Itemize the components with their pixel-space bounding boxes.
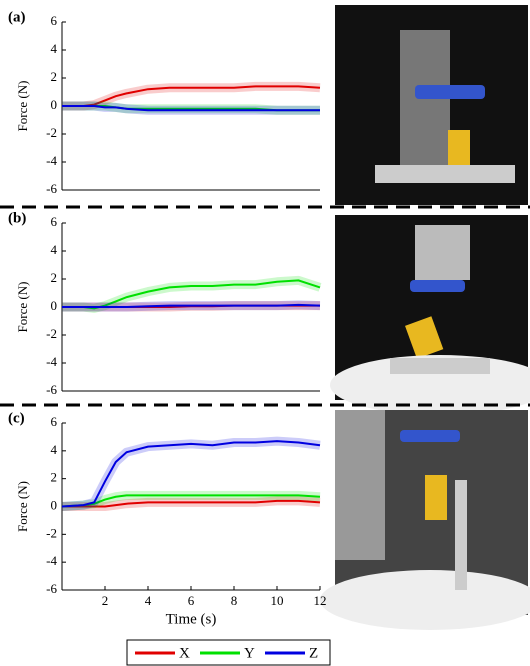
series-line [61, 440, 321, 508]
gripper-pad [400, 430, 460, 442]
robot-arm [415, 225, 470, 280]
y-tick-label: -2 [46, 125, 57, 140]
y-tick-label: 0 [51, 298, 58, 313]
x-tick-label: 2 [102, 593, 109, 608]
panel-label: (a) [8, 9, 26, 25]
y-axis-label: Force (N) [15, 81, 30, 132]
gripper-pad [410, 280, 465, 292]
table [320, 570, 530, 630]
y-tick-label: -6 [46, 382, 57, 397]
series-line [62, 303, 321, 308]
rail [455, 480, 467, 590]
object [448, 130, 470, 165]
series-line [62, 105, 320, 112]
x-tick-label: 6 [188, 593, 195, 608]
y-tick-label: 4 [51, 442, 58, 457]
legend-label: Y [244, 645, 255, 661]
legend-label: X [179, 645, 190, 661]
y-tick-label: -2 [46, 525, 57, 540]
robot-arm [335, 410, 385, 560]
y-tick-label: 0 [51, 497, 58, 512]
photos [320, 5, 530, 630]
series-line [61, 494, 321, 508]
y-tick-label: 6 [51, 214, 58, 229]
x-axis-label: Time (s) [166, 611, 217, 627]
x-tick-label: 4 [145, 593, 152, 608]
y-tick-label: 2 [51, 69, 58, 84]
x-tick-label: 12 [314, 593, 327, 608]
y-tick-label: -6 [46, 181, 57, 196]
robot-arm [400, 30, 450, 170]
rail [390, 358, 490, 374]
y-axis-label: Force (N) [15, 481, 30, 532]
object [425, 475, 447, 520]
y-axis-label: Force (N) [15, 282, 30, 333]
legend-label: Z [309, 645, 318, 661]
y-tick-label: -6 [46, 581, 57, 596]
y-tick-label: -4 [46, 553, 57, 568]
y-tick-label: 6 [51, 414, 58, 429]
panel-label: (c) [8, 410, 25, 426]
y-tick-label: 0 [51, 97, 58, 112]
y-tick-label: -2 [46, 326, 57, 341]
rail [375, 165, 515, 183]
y-tick-label: 6 [51, 13, 58, 28]
y-tick-label: -4 [46, 354, 57, 369]
panel-label: (b) [8, 210, 26, 226]
y-tick-label: 4 [51, 41, 58, 56]
x-tick-label: 8 [231, 593, 238, 608]
y-tick-label: 4 [51, 242, 58, 257]
y-tick-label: 2 [51, 270, 58, 285]
series-line [62, 499, 321, 508]
series-line [62, 85, 321, 107]
gripper-pad [415, 85, 485, 99]
x-tick-label: 10 [271, 593, 284, 608]
y-tick-label: 2 [51, 470, 58, 485]
object [405, 316, 444, 359]
y-tick-label: -4 [46, 153, 57, 168]
